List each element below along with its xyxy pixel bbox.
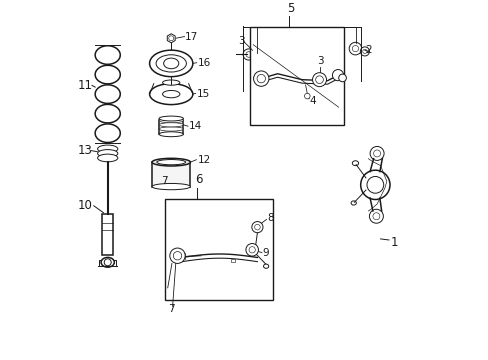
Circle shape bbox=[362, 49, 366, 54]
Ellipse shape bbox=[162, 90, 180, 98]
Text: 5: 5 bbox=[286, 1, 294, 14]
Text: 4: 4 bbox=[308, 96, 315, 105]
Text: 7: 7 bbox=[161, 176, 167, 186]
Text: 3: 3 bbox=[238, 36, 244, 45]
Polygon shape bbox=[167, 34, 175, 43]
Circle shape bbox=[360, 47, 368, 56]
Circle shape bbox=[348, 42, 361, 55]
Ellipse shape bbox=[162, 80, 180, 85]
Bar bbox=[102, 215, 113, 255]
Ellipse shape bbox=[351, 161, 358, 166]
Text: 3: 3 bbox=[316, 57, 323, 66]
Ellipse shape bbox=[159, 116, 183, 121]
Ellipse shape bbox=[101, 257, 114, 267]
Circle shape bbox=[173, 252, 182, 260]
Text: 15: 15 bbox=[196, 89, 209, 99]
Text: 14: 14 bbox=[188, 121, 202, 131]
Ellipse shape bbox=[152, 184, 190, 190]
Text: 13: 13 bbox=[78, 144, 93, 157]
Text: 11: 11 bbox=[78, 79, 93, 92]
Circle shape bbox=[245, 52, 251, 57]
Text: 6: 6 bbox=[195, 173, 203, 186]
Ellipse shape bbox=[98, 145, 118, 153]
Ellipse shape bbox=[149, 84, 192, 105]
Circle shape bbox=[257, 75, 265, 83]
Circle shape bbox=[373, 150, 380, 157]
Text: 9: 9 bbox=[262, 248, 269, 258]
Ellipse shape bbox=[98, 154, 118, 162]
Text: 10: 10 bbox=[78, 199, 93, 212]
Ellipse shape bbox=[263, 264, 268, 268]
Circle shape bbox=[168, 36, 173, 41]
Ellipse shape bbox=[159, 127, 183, 131]
Ellipse shape bbox=[149, 50, 192, 77]
Text: 17: 17 bbox=[185, 32, 198, 41]
Ellipse shape bbox=[152, 158, 190, 166]
Circle shape bbox=[369, 147, 383, 161]
Ellipse shape bbox=[350, 201, 356, 205]
Text: 2: 2 bbox=[365, 45, 371, 55]
Ellipse shape bbox=[156, 55, 186, 72]
Bar bbox=[164, 199, 273, 300]
Circle shape bbox=[332, 69, 343, 81]
Circle shape bbox=[251, 221, 263, 233]
Ellipse shape bbox=[159, 123, 183, 127]
Bar bbox=[249, 27, 343, 125]
Circle shape bbox=[248, 247, 255, 253]
Ellipse shape bbox=[157, 159, 185, 165]
Bar bbox=[159, 120, 183, 134]
Bar bbox=[231, 259, 235, 262]
Circle shape bbox=[351, 45, 358, 52]
Circle shape bbox=[253, 71, 268, 86]
Ellipse shape bbox=[98, 150, 118, 157]
Circle shape bbox=[254, 224, 260, 230]
Circle shape bbox=[243, 49, 254, 60]
Circle shape bbox=[372, 213, 379, 220]
Circle shape bbox=[366, 176, 383, 193]
Text: 8: 8 bbox=[266, 213, 273, 224]
Circle shape bbox=[338, 74, 346, 82]
Bar bbox=[152, 162, 190, 186]
Circle shape bbox=[304, 93, 309, 99]
Ellipse shape bbox=[159, 132, 183, 137]
Text: 7: 7 bbox=[168, 304, 175, 314]
Circle shape bbox=[368, 209, 383, 223]
Circle shape bbox=[104, 259, 111, 266]
Text: 12: 12 bbox=[197, 156, 210, 165]
Circle shape bbox=[169, 248, 185, 264]
Circle shape bbox=[312, 73, 326, 87]
Circle shape bbox=[360, 170, 389, 199]
Ellipse shape bbox=[159, 118, 183, 123]
Circle shape bbox=[245, 243, 258, 256]
Text: 16: 16 bbox=[197, 58, 210, 68]
Ellipse shape bbox=[163, 58, 179, 69]
Circle shape bbox=[315, 76, 323, 84]
Text: 1: 1 bbox=[389, 236, 397, 249]
